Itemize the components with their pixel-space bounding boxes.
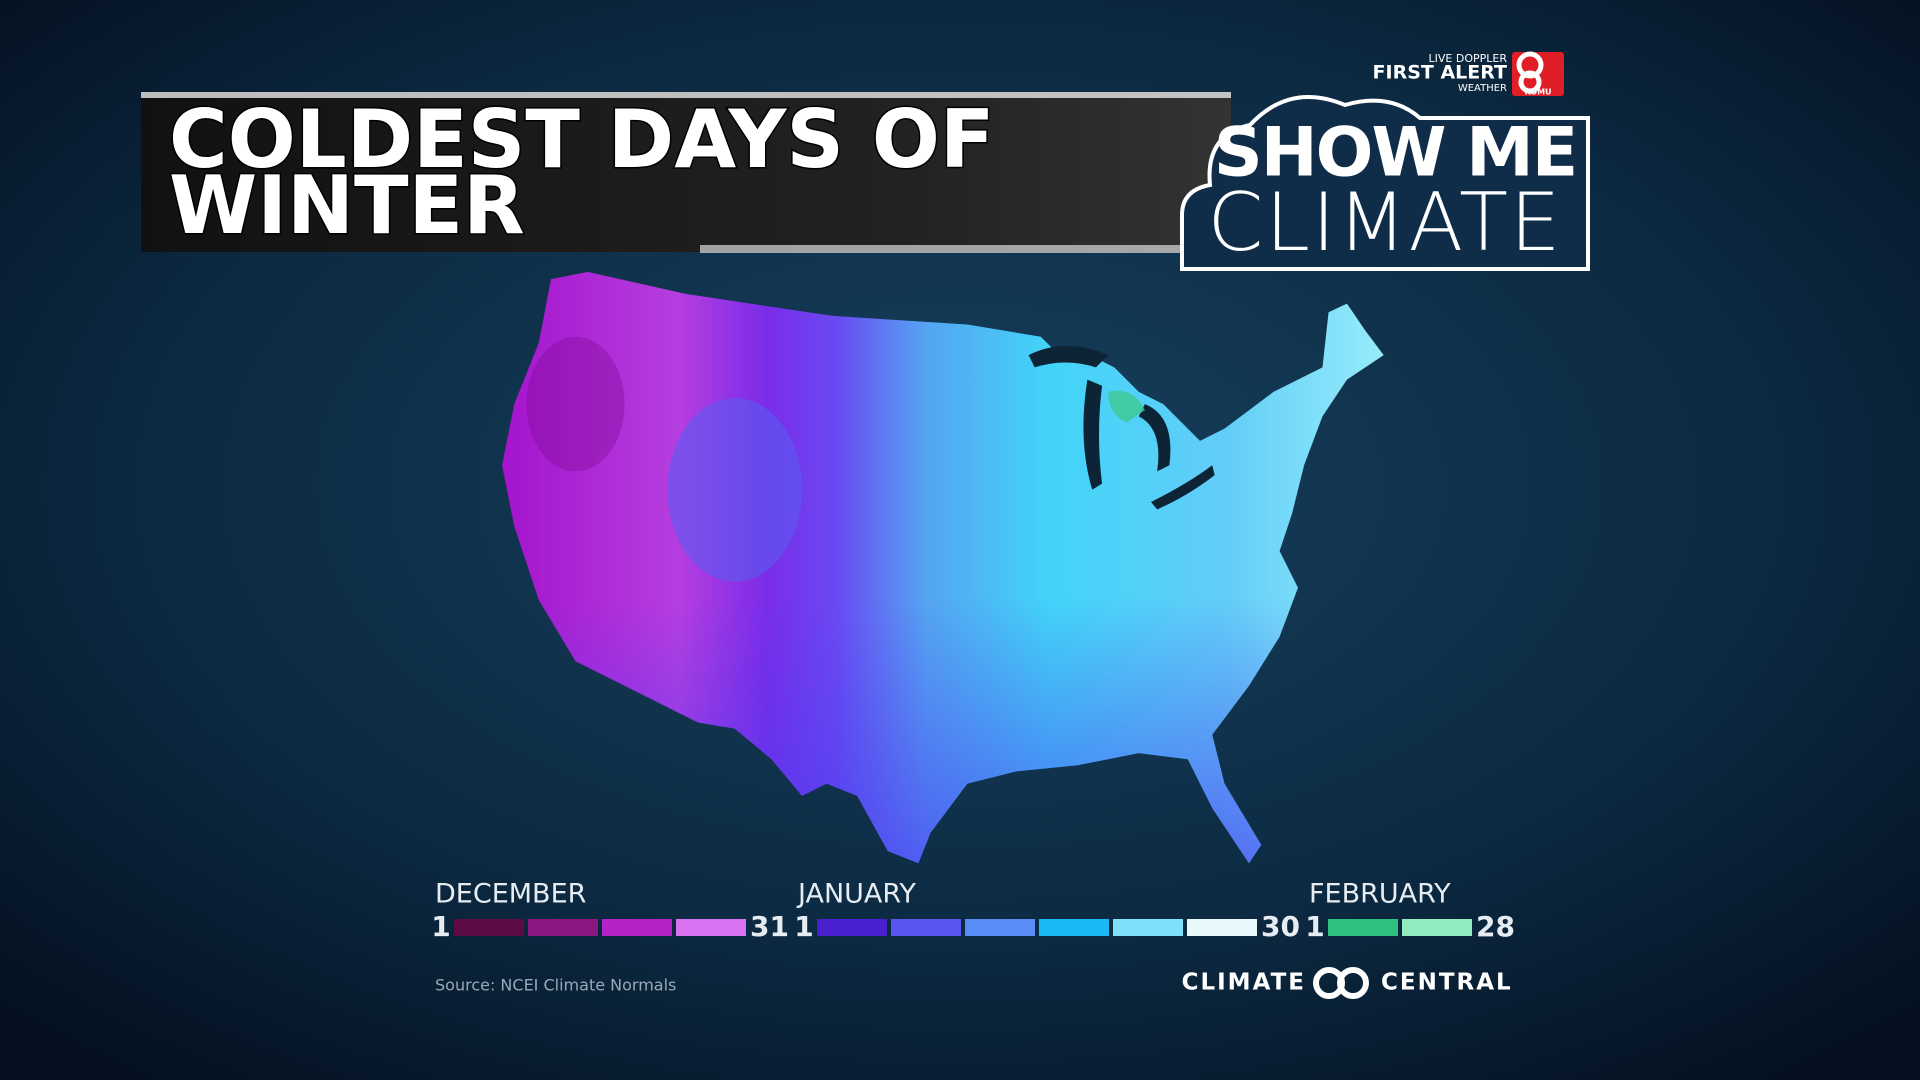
credit-left: CLIMATE [1182, 970, 1306, 996]
legend-swatch [1328, 919, 1398, 936]
northwest-zone [526, 336, 625, 472]
lake-michigan [1083, 379, 1103, 490]
mountain-zone [667, 397, 803, 582]
legend-month: DECEMBER [435, 879, 586, 910]
legend-start: 1 [1305, 910, 1324, 943]
legend-end: 31 [750, 910, 789, 943]
credit-right: CENTRAL [1381, 970, 1513, 996]
legend-swatch [891, 919, 961, 936]
logo-eight [1518, 70, 1542, 94]
legend-month: JANUARY [796, 879, 916, 910]
lake-huron [1138, 404, 1171, 472]
cloud-panel [1180, 95, 1590, 271]
legend-swatch [817, 919, 887, 936]
logo-main: FIRST ALERT [1373, 62, 1508, 84]
logo-sub: WEATHER [1458, 83, 1507, 94]
legend-start: 1 [794, 910, 813, 943]
legend-swatch [454, 919, 524, 936]
title-line: COLDEST DAYS OF [169, 93, 995, 186]
logo-station: KOMU [1524, 88, 1551, 97]
legend-swatch [1039, 919, 1109, 936]
legend-swatch [602, 919, 672, 936]
credit: CLIMATE CENTRAL [1182, 967, 1513, 999]
legend-end: 30 [1261, 910, 1300, 943]
legend-month: FEBRUARY [1309, 879, 1451, 910]
show-me-climate: SHOW ME CLIMATE [1180, 95, 1590, 271]
lake-erie [1151, 465, 1215, 510]
legend-swatch [1402, 919, 1472, 936]
legend-swatch [1113, 919, 1183, 936]
legend-swatch [1187, 919, 1257, 936]
lake-superior [1028, 345, 1109, 368]
title-banner: COLDEST DAYS OF WINTER [141, 91, 1231, 253]
title-line: WINTER [169, 159, 525, 252]
legend-swatch [528, 919, 598, 936]
us-map [502, 271, 1384, 864]
show-line: SHOW ME [1214, 114, 1577, 193]
banner-edge [700, 245, 1230, 253]
logo-top: LIVE DOPPLER [1429, 52, 1508, 65]
source: Source: NCEI Climate Normals [435, 976, 676, 995]
michigan-zone [1108, 390, 1145, 423]
legend-start: 1 [431, 910, 450, 943]
climate-line: CLIMATE [1208, 176, 1563, 269]
legend-swatch [676, 919, 746, 936]
banner-edge [141, 92, 1231, 98]
station-logo: LIVE DOPPLER FIRST ALERT WEATHER KOMU [1373, 51, 1564, 97]
legend-end: 28 [1476, 910, 1515, 943]
credit-icon [1337, 967, 1369, 999]
banner-bar [141, 92, 1231, 252]
legend-swatch [965, 919, 1035, 936]
logo-eight [1516, 51, 1544, 79]
